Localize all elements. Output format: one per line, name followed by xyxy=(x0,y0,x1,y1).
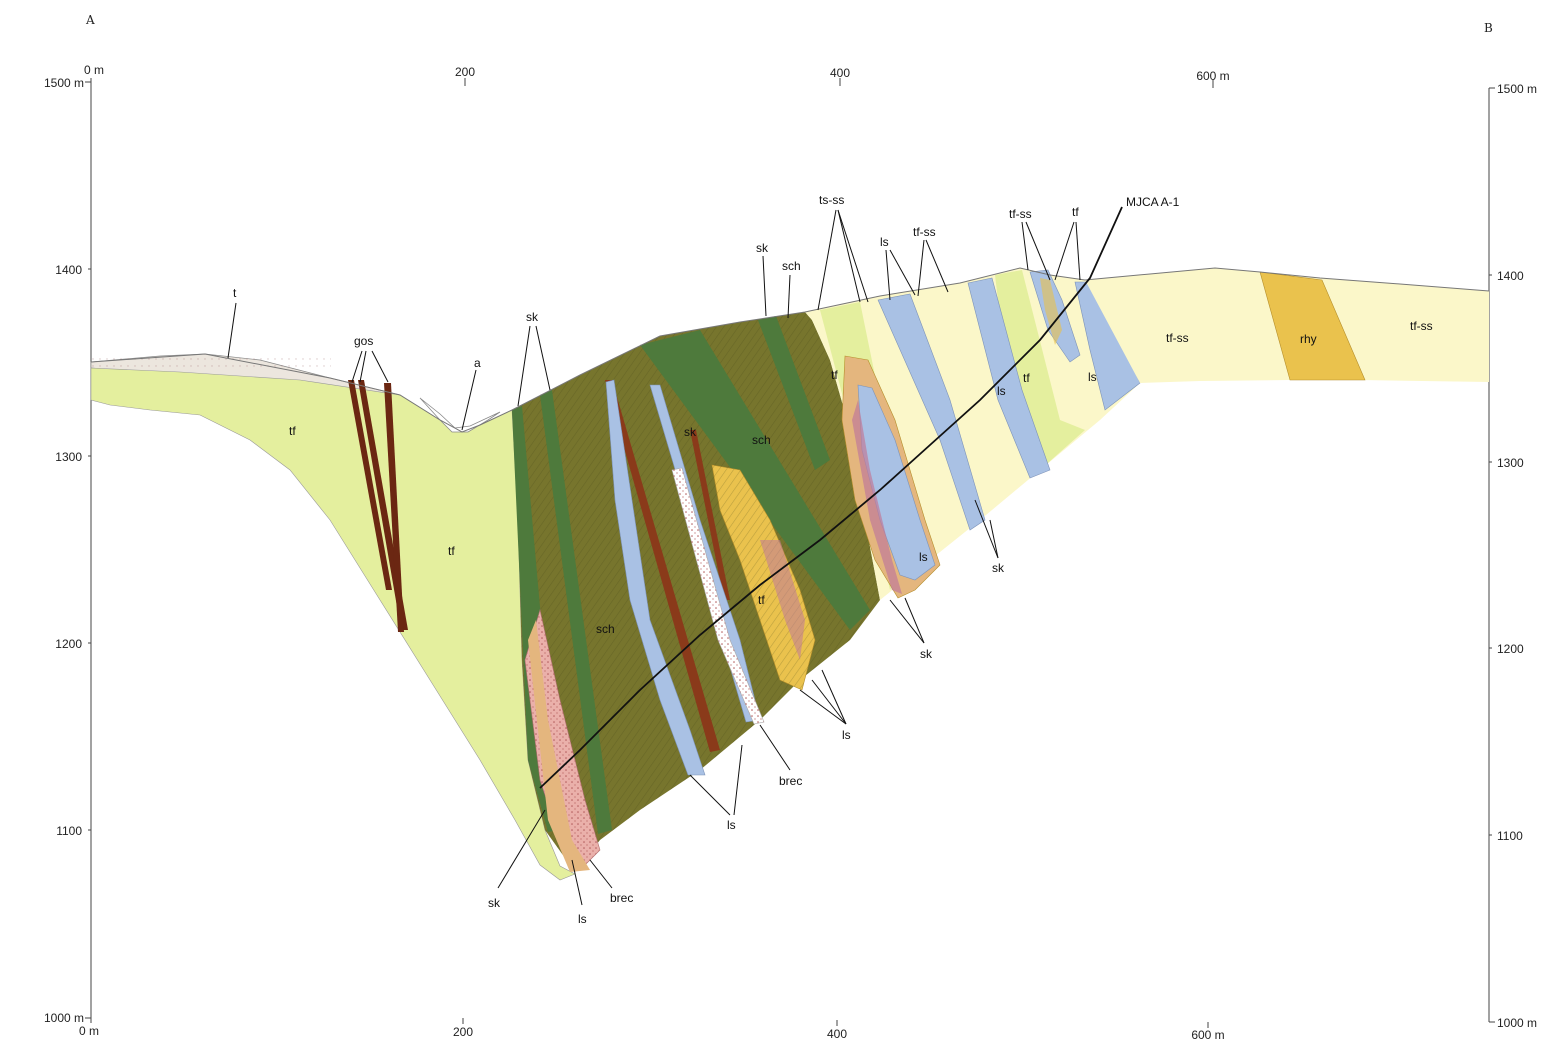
label-sk-mid: sk xyxy=(920,647,933,661)
label-sch-in2: sch xyxy=(596,622,615,636)
label-tf-ss-top: tf-ss xyxy=(913,225,936,239)
label-a: a xyxy=(474,356,481,370)
label-sk-top: sk xyxy=(526,310,539,324)
label-sk-b1: sk xyxy=(488,896,501,910)
label-sk-top2: sk xyxy=(756,241,769,255)
label-tf-1: tf xyxy=(289,424,296,438)
left-elev-1300: 1300 xyxy=(55,450,82,464)
label-tf-2: tf xyxy=(448,544,455,558)
top-scale-200: 200 xyxy=(455,65,475,79)
gossan-vein-3 xyxy=(384,383,404,632)
label-ls-in3: ls xyxy=(919,550,928,564)
gossan-stripe-1 xyxy=(605,380,720,752)
bottom-scale-400: 400 xyxy=(827,1027,847,1041)
label-sch-in1: sch xyxy=(752,433,771,447)
left-elev-1200: 1200 xyxy=(55,637,82,651)
right-elev-1400: 1400 xyxy=(1497,269,1524,283)
right-elev-1500: 1500 m xyxy=(1497,82,1537,96)
left-elev-1400: 1400 xyxy=(55,263,82,277)
limestone-band-1 xyxy=(877,293,986,531)
top-scale-0: 0 m xyxy=(84,63,104,77)
right-elev-1300: 1300 xyxy=(1497,456,1524,470)
skarn-band-2 xyxy=(540,390,612,834)
right-elev-1000: 1000 m xyxy=(1497,1016,1537,1030)
rhyolite-dyke xyxy=(1259,271,1366,381)
label-brec-2: brec xyxy=(610,891,633,905)
leader-lines xyxy=(227,209,1081,906)
tuff-unit-left xyxy=(90,367,576,881)
geology-units xyxy=(90,267,1490,881)
label-gos: gos xyxy=(354,334,373,348)
label-t: t xyxy=(233,286,237,300)
right-elevation-axis: 1500 m 1400 1300 1200 1100 1000 m xyxy=(1488,82,1537,1030)
label-tf-ss-r1: tf-ss xyxy=(1166,331,1189,345)
unit-labels: t gos a tf tf sk sk sch sch tf sk sch ts… xyxy=(233,193,1433,926)
top-scale-600: 600 m xyxy=(1196,69,1229,83)
bottom-scale-200: 200 xyxy=(453,1025,473,1039)
skarn-band-4 xyxy=(758,316,830,470)
limestone-lens-1 xyxy=(605,379,706,776)
label-ls-in1: ls xyxy=(997,384,1006,398)
section-end-a: A xyxy=(85,13,95,27)
label-sk-r: sk xyxy=(992,561,1005,575)
label-ts-ss: ts-ss xyxy=(819,193,844,207)
top-distance-scale: 0 m 200 400 600 m xyxy=(84,63,1230,88)
bottom-distance-scale: 0 m 200 400 600 m xyxy=(79,1018,1225,1042)
label-ls-top: ls xyxy=(880,235,889,249)
top-scale-400: 400 xyxy=(830,66,850,80)
label-ls-b3: ls xyxy=(578,912,587,926)
gossan-stripe-2 xyxy=(690,430,730,600)
limestone-band-2 xyxy=(967,277,1051,479)
right-elev-1100: 1100 xyxy=(1497,829,1523,843)
label-tf-ss-r2: tf-ss xyxy=(1410,319,1433,333)
left-elevation-axis: 1500 m 1400 1300 1200 1100 1000 m xyxy=(44,76,92,1025)
stream-channel-a xyxy=(419,397,501,433)
left-elev-1000: 1000 m xyxy=(44,1011,84,1025)
topographic-surface xyxy=(90,267,1490,433)
label-tf-top: tf xyxy=(1072,205,1079,219)
label-tf-4: tf xyxy=(831,368,838,382)
label-sk-in: sk xyxy=(684,425,697,439)
label-rhy: rhy xyxy=(1300,332,1317,346)
drillhole-label: MJCA A-1 xyxy=(1126,195,1180,209)
label-ls-b2: ls xyxy=(727,818,736,832)
left-elev-1500: 1500 m xyxy=(44,76,84,90)
label-sch-top: sch xyxy=(782,259,801,273)
label-ls-b1: ls xyxy=(842,728,851,742)
right-elev-1200: 1200 xyxy=(1497,642,1524,656)
bottom-scale-0: 0 m xyxy=(79,1024,99,1038)
label-tf-ss-top2: tf-ss xyxy=(1009,207,1032,221)
skarn-band-3 xyxy=(640,330,870,630)
section-end-b: B xyxy=(1484,21,1493,35)
label-brec-1: brec xyxy=(779,774,802,788)
label-tf-5: tf xyxy=(1023,371,1030,385)
label-tf-3: tf xyxy=(758,593,765,607)
left-elev-1100: 1100 xyxy=(56,824,82,838)
label-ls-in2: ls xyxy=(1088,370,1097,384)
drillhole-trace xyxy=(539,206,1123,789)
bottom-scale-600: 600 m xyxy=(1191,1028,1224,1042)
aureole-left xyxy=(528,620,590,872)
gossan-vein-1 xyxy=(348,380,392,590)
